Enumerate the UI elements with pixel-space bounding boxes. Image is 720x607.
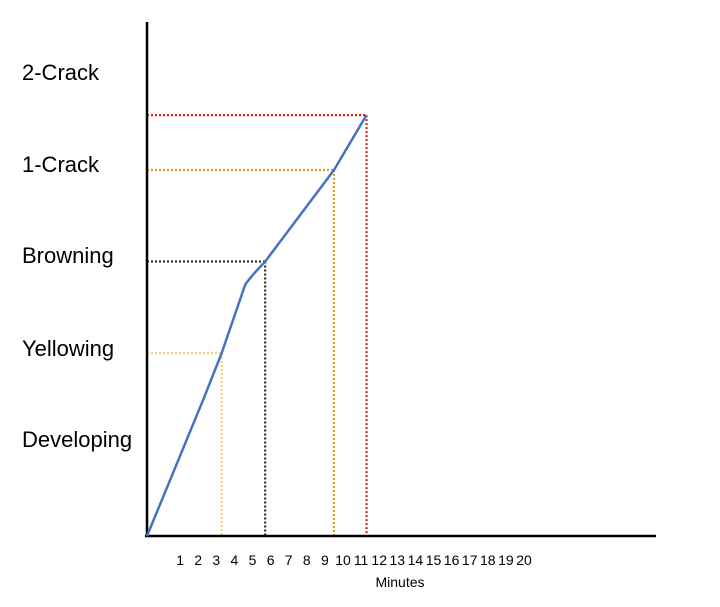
x-tick-label: 3 (212, 552, 220, 568)
x-tick-label: 19 (498, 552, 514, 568)
x-tick-label: 2 (194, 552, 202, 568)
x-tick-label: 18 (480, 552, 496, 568)
x-tick-labels: 1 2 3 4 5 6 7 8 9 10 11 12 13 14 15 16 17 18 19 20 (176, 552, 532, 568)
x-tick-label: 5 (249, 552, 257, 568)
stage-label-2-crack: 2-Crack (22, 60, 100, 85)
stage-label-browning: Browning (22, 243, 114, 268)
x-tick-label: 20 (516, 552, 532, 568)
x-tick-label: 6 (267, 552, 275, 568)
roast-progress-line (145, 114, 368, 537)
x-tick-label: 15 (426, 552, 442, 568)
x-tick-label: 12 (371, 552, 387, 568)
x-tick-label: 16 (444, 552, 460, 568)
x-tick-label: 4 (231, 552, 239, 568)
stage-label-yellowing: Yellowing (22, 336, 115, 361)
x-axis-label: Minutes (375, 574, 424, 590)
x-tick-label: 11 (354, 552, 369, 568)
x-tick-label: 17 (462, 552, 478, 568)
stage-label-1-crack: 1-Crack (22, 152, 100, 177)
x-tick-label: 8 (303, 552, 311, 568)
x-tick-label: 14 (408, 552, 424, 568)
x-tick-label: 7 (285, 552, 293, 568)
x-tick-label: 13 (390, 552, 406, 568)
series-layer (145, 114, 368, 537)
x-tick-label: 9 (321, 552, 329, 568)
marker-guides (147, 113, 368, 536)
x-tick-label: 1 (176, 552, 184, 568)
stage-label-developing: Developing (22, 427, 133, 452)
x-tick-label: 10 (335, 552, 351, 568)
